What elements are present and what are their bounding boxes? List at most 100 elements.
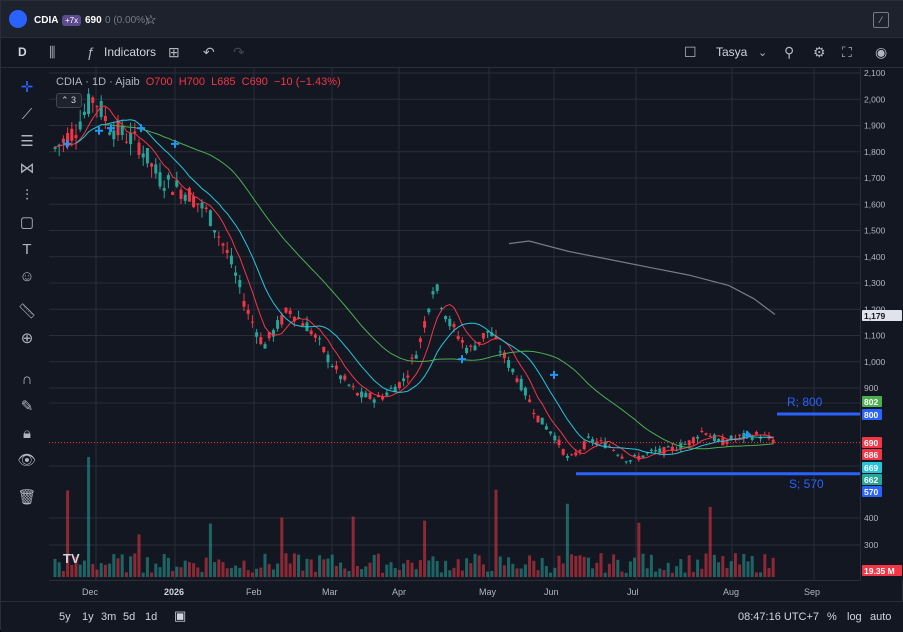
magnet-icon[interactable]: ∩ — [21, 371, 33, 388]
clock-time[interactable]: 08:47:16 UTC+7 — [738, 611, 820, 623]
settings-icon[interactable]: ⚙ — [813, 44, 826, 60]
templates-icon[interactable]: ⊞ — [168, 44, 180, 60]
ma-long-line — [508, 240, 776, 315]
pattern-icon[interactable]: ⋈ — [19, 160, 35, 177]
candle-body — [343, 375, 347, 380]
fullscreen-icon[interactable]: ⛶ — [842, 44, 852, 60]
text-icon[interactable]: T — [22, 241, 32, 258]
price-label-text: 802 — [864, 397, 878, 407]
redo-icon[interactable]: ↷ — [233, 44, 245, 60]
volume-bar — [150, 572, 154, 577]
volume-bar — [511, 563, 515, 577]
volume-bar — [133, 553, 137, 577]
volume-bar — [666, 562, 670, 577]
shape-icon[interactable]: ▢ — [19, 214, 35, 231]
price-chart[interactable]: R; 800 S; 570 — [49, 68, 860, 580]
time-axis[interactable]: Dec 2026 Feb Mar Apr May Jun Jul Aug Sep — [49, 580, 860, 602]
candle-body — [313, 334, 317, 338]
layout-toggle-icon[interactable]: ☐ — [684, 44, 697, 60]
price-label-box — [862, 409, 882, 420]
symbol-name[interactable]: CDIA — [34, 15, 59, 26]
undo-icon[interactable]: ↶ — [203, 44, 215, 60]
layout-name[interactable]: Tasya — [716, 45, 748, 59]
volume-bar — [267, 564, 271, 577]
candle-body — [561, 449, 565, 455]
volume-bar — [729, 561, 733, 577]
quick-search-icon[interactable]: ⚲ — [784, 44, 795, 60]
star-icon[interactable]: ☆ — [145, 12, 157, 27]
ma-fast-line — [54, 105, 774, 459]
fx-icon[interactable]: ƒ — [87, 44, 95, 60]
candle-body — [515, 378, 519, 382]
price-label-box — [862, 486, 882, 497]
candle-body — [607, 445, 611, 447]
volume-bar — [385, 564, 389, 577]
indicators-button[interactable]: Indicators — [104, 45, 157, 59]
interval-button[interactable]: D — [18, 45, 27, 59]
volume-bar — [263, 553, 267, 577]
volume-bar — [145, 557, 149, 577]
auto-toggle[interactable]: auto — [870, 611, 892, 623]
volume-bar — [704, 553, 708, 577]
forecast-icon[interactable]: ⫶ — [25, 187, 29, 204]
candle-body — [91, 97, 95, 103]
candle-body — [355, 392, 359, 396]
candle-body — [255, 332, 259, 337]
zoom-in-icon[interactable]: ⊕ — [20, 330, 34, 347]
candle-body — [519, 378, 523, 391]
volume-bar — [213, 562, 217, 577]
candle-body — [116, 120, 120, 136]
calendar-icon[interactable]: ▣ — [174, 608, 187, 623]
emoji-icon[interactable]: ☺ — [19, 268, 35, 285]
volume-bar — [66, 490, 70, 577]
range-1y[interactable]: 1y — [82, 611, 94, 623]
lock-icon[interactable]: 🔒︎ — [23, 425, 31, 442]
volume-bar — [238, 567, 242, 577]
price-label-text: 690 — [864, 438, 878, 448]
range-5d[interactable]: 5d — [123, 611, 136, 623]
trash-icon[interactable]: 🗑︎ — [17, 489, 37, 506]
price-tick-label: 1,800 — [864, 147, 886, 157]
percent-toggle[interactable]: % — [827, 611, 837, 623]
range-1d[interactable]: 1d — [145, 611, 158, 623]
volume-bar — [242, 560, 246, 577]
chevron-down-icon[interactable]: ⌄ — [758, 47, 768, 59]
volume-bar — [679, 559, 683, 577]
candle-body — [759, 437, 763, 439]
volume-bar — [192, 563, 196, 577]
ruler-icon[interactable]: 📏︎ — [17, 303, 37, 320]
range-5y[interactable]: 5y — [59, 611, 71, 623]
edit-icon[interactable]: ⁄ — [873, 12, 889, 28]
trend-line-icon[interactable]: ⟋ — [21, 106, 33, 123]
time-tick-label: Jul — [627, 587, 639, 597]
candle-body — [704, 433, 708, 435]
indicators-collapse-button[interactable]: ⌃ 3 — [56, 93, 82, 108]
candle-body — [179, 189, 183, 199]
fib-icon[interactable]: ☰ — [20, 133, 34, 150]
candle-style-icon[interactable]: ⫼ — [49, 44, 56, 60]
volume-bar — [683, 572, 687, 577]
volume-bar — [137, 534, 141, 577]
log-toggle[interactable]: log — [847, 611, 862, 623]
candle-body — [309, 330, 313, 335]
candle-body — [124, 141, 128, 143]
volume-bar — [372, 554, 376, 577]
candle-body — [280, 315, 284, 325]
candle-body — [208, 210, 212, 226]
camera-icon[interactable]: ◉ — [875, 44, 888, 60]
candle-body — [57, 144, 61, 147]
volume-bar — [418, 560, 422, 577]
price-axis[interactable]: 2,100 2,000 1,900 1,800 1,700 1,600 1,500 1,400… — [860, 68, 903, 580]
candle-body — [263, 344, 267, 349]
cross-marker — [743, 430, 751, 439]
candle-body — [696, 436, 700, 439]
crosshair-icon[interactable]: ✛ — [20, 79, 34, 96]
draw-mode-icon[interactable]: ✎ — [20, 398, 34, 415]
legend-high: H700 — [178, 76, 206, 88]
candle-body — [616, 454, 620, 456]
eye-icon[interactable]: 👁︎ — [17, 452, 37, 469]
range-3m[interactable]: 3m — [101, 611, 117, 623]
candle-body — [586, 436, 590, 438]
candle-body — [397, 382, 401, 389]
volume-bar — [276, 563, 280, 577]
